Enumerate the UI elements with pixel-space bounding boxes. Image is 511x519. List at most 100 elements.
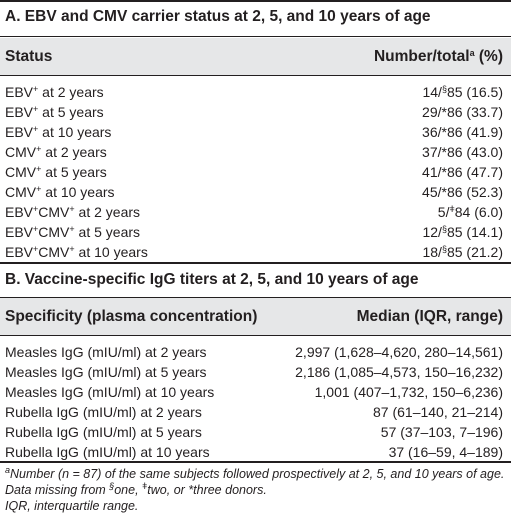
specificity-label: Measles IgG (mIU/ml) at 2 years — [5, 344, 207, 360]
specificity-label: Rubella IgG (mIU/ml) at 10 years — [5, 444, 210, 460]
virus-name: EBV — [5, 124, 34, 140]
status-label: CMV+ at 10 years — [5, 182, 115, 202]
value-prefix: 41/*86 (47.7) — [422, 164, 503, 180]
value-prefix: 5/ — [437, 204, 450, 220]
number-total-value: 29/*86 (33.7) — [422, 102, 503, 122]
status-label: EBV+ at 2 years — [5, 82, 104, 102]
virus-sup: + — [33, 244, 39, 254]
value-sup: § — [441, 244, 447, 254]
footnote-a: aNumber (n = 87) of the same subjects fo… — [5, 465, 505, 498]
table-row: Rubella IgG (mIU/ml) at 2 years 87 (61–14… — [0, 402, 511, 422]
virus2-sup: + — [69, 224, 75, 234]
value-prefix: 36/*86 (41.9) — [422, 124, 503, 140]
virus-sup: + — [33, 84, 39, 94]
specificity-label: Rubella IgG (mIU/ml) at 2 years — [5, 404, 202, 420]
table-row: EBV+CMV+ at 2 years 5/ǂ84 (6.0) — [0, 202, 511, 222]
status-label: EBV+ at 10 years — [5, 122, 111, 142]
value-prefix: 29/*86 (33.7) — [422, 104, 503, 120]
column-header-median: Median (IQR, range) — [356, 308, 503, 325]
virus-name: CMV — [5, 144, 37, 160]
virus-name: EBV — [5, 224, 34, 240]
age-label: at 2 years — [38, 84, 104, 100]
virus2-sup: + — [69, 244, 75, 254]
table-row: EBV+ at 5 years 29/*86 (33.7) — [0, 102, 511, 122]
virus-name: EBV — [5, 244, 34, 260]
value-sup: ǂ — [449, 204, 455, 214]
status-label: EBV+CMV+ at 10 years — [5, 242, 148, 262]
virus2-name: CMV — [38, 244, 70, 260]
median-value: 37 (16–59, 4–189) — [388, 444, 503, 460]
section-b-header-band — [0, 298, 511, 335]
median-value: 2,997 (1,628–4,620, 280–14,561) — [295, 344, 503, 360]
age-label: at 5 years — [38, 104, 104, 120]
footnotes: aNumber (n = 87) of the same subjects fo… — [5, 466, 505, 514]
virus-name: EBV — [5, 104, 34, 120]
column-header-specificity: Specificity (plasma concentration) — [5, 308, 258, 325]
number-total-value: 5/ǂ84 (6.0) — [438, 202, 503, 222]
table-row: Measles IgG (mIU/ml) at 10 years 1,001 (4… — [0, 382, 511, 402]
table-row: CMV+ at 5 years 41/*86 (47.7) — [0, 162, 511, 182]
age-label: at 10 years — [38, 124, 112, 140]
number-total-value: 18/§85 (21.2) — [422, 242, 503, 262]
age-label: at 5 years — [74, 224, 141, 240]
section-b-title: B. Vaccine-specific IgG titers at 2, 5, … — [5, 271, 419, 288]
table-row: Measles IgG (mIU/ml) at 5 years 2,186 (1,… — [0, 362, 511, 382]
status-label: EBV+CMV+ at 5 years — [5, 222, 140, 242]
value-sup: § — [441, 84, 447, 94]
table-row: CMV+ at 10 years 45/*86 (52.3) — [0, 182, 511, 202]
top-rule — [0, 0, 511, 2]
table-row: Measles IgG (mIU/ml) at 2 years 2,997 (1,… — [0, 342, 511, 362]
median-value: 2,186 (1,085–4,573, 150–16,232) — [295, 364, 503, 380]
virus-sup: + — [36, 144, 42, 154]
virus2-sup: + — [69, 204, 75, 214]
column-header-status: Status — [5, 48, 53, 65]
section-a-header-band — [0, 38, 511, 75]
bottom-rule — [0, 461, 511, 463]
number-total-value: 12/§85 (14.1) — [422, 222, 503, 242]
virus-sup: + — [33, 224, 39, 234]
virus-sup: + — [33, 204, 39, 214]
table-row: EBV+ at 10 years 36/*86 (41.9) — [0, 122, 511, 142]
virus-sup: + — [36, 164, 42, 174]
status-label: EBV+CMV+ at 2 years — [5, 202, 140, 222]
value-suffix: 85 (16.5) — [446, 84, 503, 100]
virus-name: EBV — [5, 84, 34, 100]
age-label: at 10 years — [41, 184, 115, 200]
divider — [0, 335, 511, 336]
value-prefix: 37/*86 (43.0) — [422, 144, 503, 160]
number-total-value: 37/*86 (43.0) — [422, 142, 503, 162]
age-label: at 2 years — [41, 144, 107, 160]
status-label: EBV+ at 5 years — [5, 102, 104, 122]
table-row: Rubella IgG (mIU/ml) at 10 years 37 (16–5… — [0, 442, 511, 462]
value-sup: § — [441, 224, 447, 234]
status-label: CMV+ at 5 years — [5, 162, 107, 182]
number-total-value: 45/*86 (52.3) — [422, 182, 503, 202]
value-suffix: 84 (6.0) — [454, 204, 503, 220]
status-label: CMV+ at 2 years — [5, 142, 107, 162]
footnote-iqr: IQR, interquartile range. — [5, 499, 139, 513]
number-total-value: 14/§85 (16.5) — [422, 82, 503, 102]
section-a-title: A. EBV and CMV carrier status at 2, 5, a… — [5, 8, 431, 25]
virus-name: EBV — [5, 204, 34, 220]
table-row: EBV+CMV+ at 10 years 18/§85 (21.2) — [0, 242, 511, 262]
value-suffix: 85 (14.1) — [446, 224, 503, 240]
median-value: 87 (61–140, 21–214) — [373, 404, 503, 420]
specificity-label: Measles IgG (mIU/ml) at 10 years — [5, 384, 215, 400]
number-total-value: 36/*86 (41.9) — [422, 122, 503, 142]
age-label: at 5 years — [41, 164, 107, 180]
table-row: EBV+CMV+ at 5 years 12/§85 (14.1) — [0, 222, 511, 242]
value-prefix: 12/ — [422, 224, 442, 240]
table-row: EBV+ at 2 years 14/§85 (16.5) — [0, 82, 511, 102]
table-row: CMV+ at 2 years 37/*86 (43.0) — [0, 142, 511, 162]
virus-sup: + — [36, 184, 42, 194]
age-label: at 2 years — [74, 204, 141, 220]
virus-sup: + — [33, 104, 39, 114]
table-row: Rubella IgG (mIU/ml) at 5 years 57 (37–10… — [0, 422, 511, 442]
number-total-value: 41/*86 (47.7) — [422, 162, 503, 182]
divider — [0, 36, 511, 37]
value-prefix: 18/ — [422, 244, 442, 260]
virus-name: CMV — [5, 184, 37, 200]
value-prefix: 14/ — [422, 84, 442, 100]
divider — [0, 297, 511, 298]
